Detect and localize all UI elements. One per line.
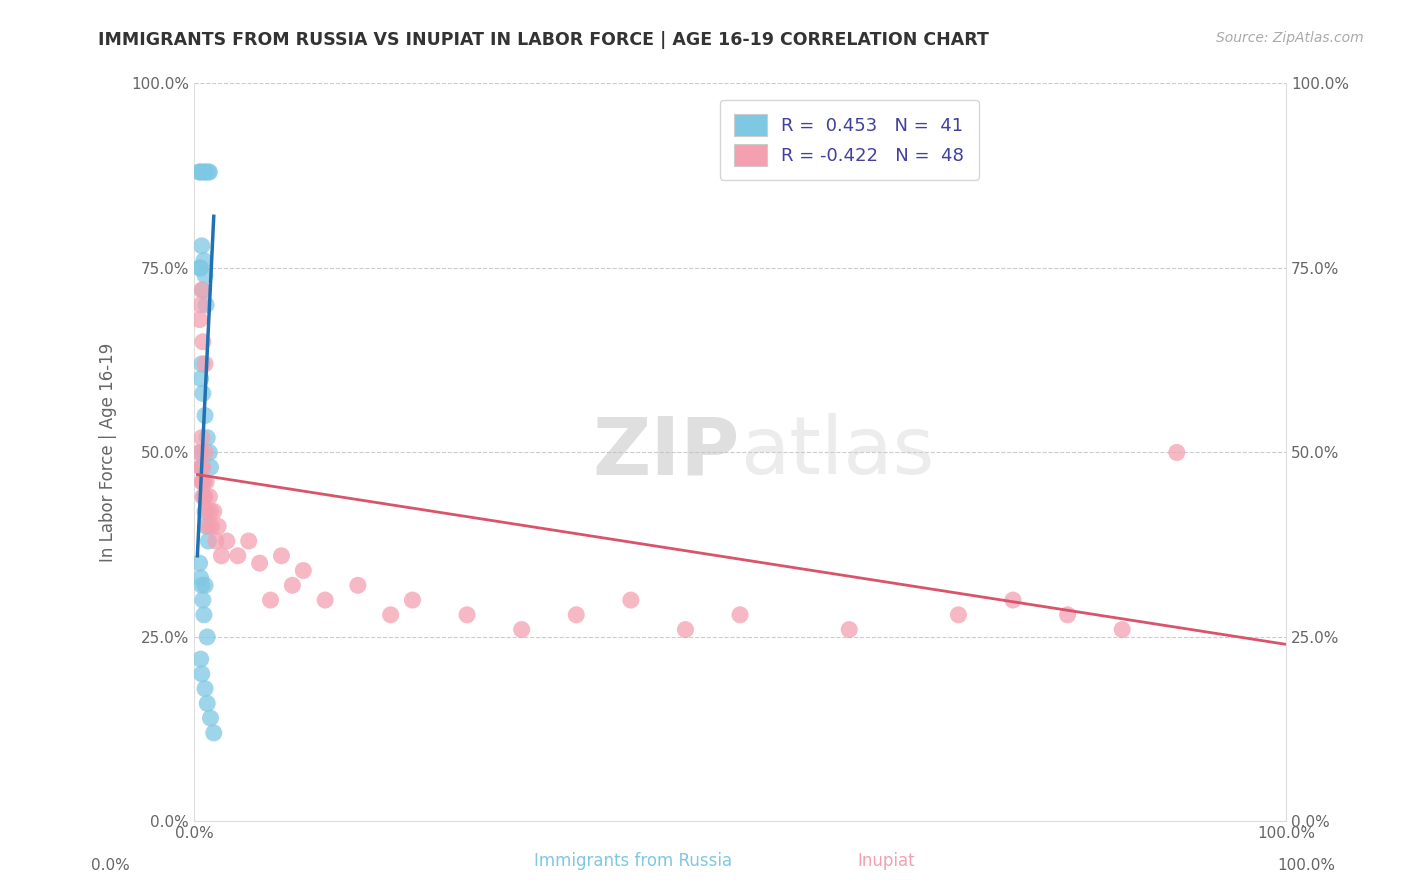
Point bbox=[188, 260, 211, 275]
Point bbox=[190, 260, 212, 275]
Point bbox=[249, 556, 271, 570]
Point bbox=[205, 534, 228, 549]
Point bbox=[200, 504, 222, 518]
Point bbox=[190, 371, 212, 385]
Text: Source: ZipAtlas.com: Source: ZipAtlas.com bbox=[1216, 31, 1364, 45]
Point bbox=[200, 711, 222, 725]
Point bbox=[194, 165, 217, 179]
Point bbox=[195, 630, 218, 644]
Point bbox=[190, 475, 212, 489]
Point bbox=[948, 607, 970, 622]
Point bbox=[197, 165, 219, 179]
Point bbox=[190, 298, 212, 312]
Point bbox=[565, 607, 588, 622]
Point bbox=[194, 681, 217, 696]
Point bbox=[188, 445, 211, 459]
Point bbox=[190, 460, 212, 475]
Point bbox=[195, 431, 218, 445]
Point bbox=[292, 564, 315, 578]
Point bbox=[191, 283, 214, 297]
Point bbox=[194, 490, 217, 504]
Point bbox=[190, 578, 212, 592]
Point bbox=[198, 490, 221, 504]
Point bbox=[194, 268, 217, 283]
Point bbox=[207, 519, 229, 533]
Point bbox=[194, 578, 217, 592]
Point bbox=[270, 549, 292, 563]
Point bbox=[188, 556, 211, 570]
Point bbox=[190, 357, 212, 371]
Point bbox=[838, 623, 860, 637]
Point bbox=[675, 623, 697, 637]
Point bbox=[190, 652, 212, 666]
Point bbox=[198, 165, 221, 179]
Point bbox=[188, 312, 211, 326]
Point bbox=[238, 534, 260, 549]
Point bbox=[194, 165, 217, 179]
Text: atlas: atlas bbox=[740, 414, 935, 491]
Point bbox=[1166, 445, 1188, 459]
Point bbox=[1111, 623, 1133, 637]
Point bbox=[195, 298, 218, 312]
Point bbox=[281, 578, 304, 592]
Point bbox=[194, 445, 217, 459]
Point bbox=[195, 519, 218, 533]
Point bbox=[728, 607, 751, 622]
Text: ZIP: ZIP bbox=[593, 414, 740, 491]
Point bbox=[510, 623, 533, 637]
Point bbox=[215, 534, 238, 549]
Text: IMMIGRANTS FROM RUSSIA VS INUPIAT IN LABOR FORCE | AGE 16-19 CORRELATION CHART: IMMIGRANTS FROM RUSSIA VS INUPIAT IN LAB… bbox=[98, 31, 990, 49]
Point bbox=[197, 534, 219, 549]
Y-axis label: In Labor Force | Age 16-19: In Labor Force | Age 16-19 bbox=[100, 343, 117, 562]
Point bbox=[198, 445, 221, 459]
Point bbox=[194, 504, 217, 518]
Point bbox=[347, 578, 370, 592]
Point bbox=[194, 409, 217, 423]
Point bbox=[191, 334, 214, 349]
Point bbox=[191, 165, 214, 179]
Point bbox=[620, 593, 643, 607]
Point bbox=[259, 593, 281, 607]
Point bbox=[190, 571, 212, 585]
Point bbox=[190, 239, 212, 253]
Point bbox=[380, 607, 402, 622]
Text: 100.0%: 100.0% bbox=[1278, 858, 1336, 872]
Point bbox=[209, 549, 232, 563]
Point bbox=[195, 475, 218, 489]
Point bbox=[200, 519, 222, 533]
Point bbox=[191, 460, 214, 475]
Point bbox=[190, 431, 212, 445]
Point bbox=[456, 607, 478, 622]
Point bbox=[195, 697, 218, 711]
Point bbox=[314, 593, 336, 607]
Point bbox=[193, 253, 215, 268]
Point bbox=[191, 593, 214, 607]
Point bbox=[1001, 593, 1024, 607]
Point bbox=[191, 386, 214, 401]
Text: Inupiat: Inupiat bbox=[858, 852, 914, 870]
Point bbox=[188, 165, 211, 179]
Point bbox=[226, 549, 249, 563]
Point bbox=[401, 593, 423, 607]
Point bbox=[197, 519, 219, 533]
Point bbox=[193, 490, 215, 504]
Point bbox=[190, 460, 212, 475]
Point bbox=[190, 666, 212, 681]
Point bbox=[200, 460, 222, 475]
Text: 0.0%: 0.0% bbox=[91, 858, 131, 872]
Legend: R =  0.453   N =  41, R = -0.422   N =  48: R = 0.453 N = 41, R = -0.422 N = 48 bbox=[720, 100, 979, 180]
Point bbox=[202, 726, 225, 740]
Point bbox=[190, 445, 212, 459]
Point bbox=[193, 607, 215, 622]
Point bbox=[193, 475, 215, 489]
Point bbox=[202, 504, 225, 518]
Point bbox=[191, 475, 214, 489]
Point bbox=[194, 357, 217, 371]
Point bbox=[190, 283, 212, 297]
Point bbox=[188, 165, 211, 179]
Text: Immigrants from Russia: Immigrants from Russia bbox=[534, 852, 731, 870]
Point bbox=[195, 504, 218, 518]
Point bbox=[1056, 607, 1078, 622]
Point bbox=[191, 490, 214, 504]
